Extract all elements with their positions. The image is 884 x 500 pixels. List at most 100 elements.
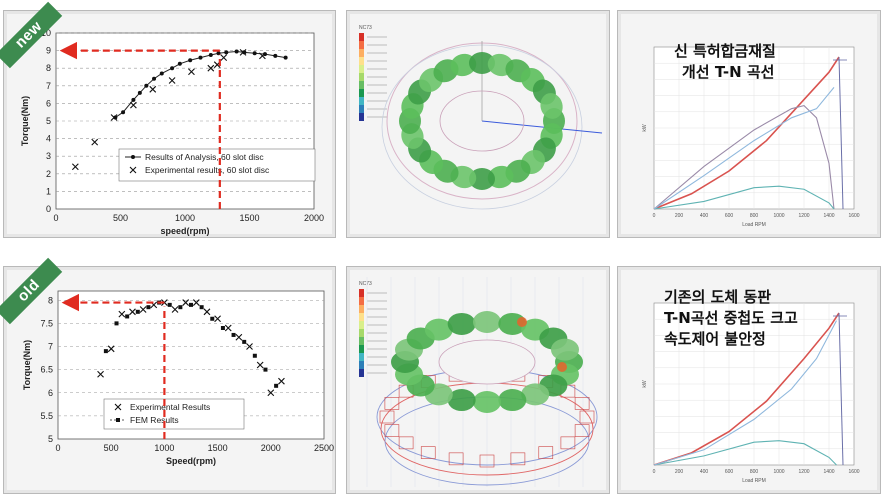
x-tick-label: 0 (653, 469, 656, 475)
legend-marker (114, 403, 122, 411)
data-point (198, 55, 203, 60)
y-axis-label: Torque(Nm) (22, 340, 32, 390)
y-tick-label: 1 (46, 186, 51, 196)
data-point (246, 343, 253, 350)
hot-spot (517, 317, 527, 327)
data-point (263, 367, 268, 372)
data-point (216, 51, 221, 56)
torque-speed-chart-new: 0 1 2 3 4 5 6 7 8 9 10 0 500 1000 1500 2000 speed(rpm) To… (20, 28, 324, 236)
y-tick-label: 5.5 (40, 411, 53, 421)
data-point (159, 71, 164, 76)
y-tick-label: 9 (46, 46, 51, 56)
x-tick-label: 500 (113, 213, 128, 223)
x-axis-label: Load RPM (742, 222, 766, 228)
legend-color-swatch (359, 33, 364, 41)
note-bottom-line-1: 기존의 도체 동판 (664, 288, 772, 306)
data-point (242, 339, 247, 344)
legend-marker (129, 166, 137, 174)
data-point (139, 306, 147, 313)
magnet-field-cluster (473, 391, 501, 413)
y-tick-label: 5 (48, 434, 53, 444)
x-tick-label: 0 (653, 213, 656, 219)
tn-series-line (653, 440, 837, 466)
data-point (203, 308, 211, 316)
data-point (234, 49, 239, 54)
coil-box (560, 436, 576, 450)
data-point (273, 53, 278, 58)
note-bottom-line-2: T-N곡선 중첩도 크고 (664, 309, 798, 327)
coil-box (420, 446, 436, 459)
panel-bottom-left: 5 5.5 6 6.5 7 7.5 8 0 500 1000 1500 2000 2500 Speed(r… (0, 257, 336, 494)
y-tick-label: 2 (46, 169, 51, 179)
y-tick-label: 0 (46, 204, 51, 214)
fem-view-new: NC73 (359, 25, 603, 210)
data-point (192, 299, 200, 306)
x-tick-label: 1600 (848, 213, 859, 219)
x-axis-label: speed(rpm) (160, 226, 209, 236)
legend-color-swatch (359, 337, 364, 345)
data-point (149, 85, 157, 93)
legend-color-swatch (359, 305, 364, 313)
legend-color-swatch (359, 105, 364, 113)
coil-box (379, 410, 395, 424)
legend-color-swatch (359, 361, 364, 369)
data-point (231, 332, 236, 337)
legend-color-swatch (359, 65, 364, 73)
x-tick-label: 600 (725, 213, 734, 219)
data-point (171, 306, 179, 313)
data-point (129, 308, 136, 316)
coil-box (479, 454, 495, 468)
x-tick-label: 1400 (823, 213, 834, 219)
legend-color-swatch (359, 297, 364, 305)
data-point (207, 64, 215, 72)
legend-color-swatch (359, 49, 364, 57)
panel-top-right: 0 200 400 600 800 1000 1200 1400 1600 Load RPM kW … (617, 10, 881, 238)
data-point (199, 305, 204, 310)
panel-top-left: 0 1 2 3 4 5 6 7 8 9 10 0 500 1000 1500 2000 speed(rpm) To… (0, 1, 336, 238)
data-point (177, 61, 182, 66)
magnet-field-cluster (447, 312, 476, 335)
coil-box (448, 452, 464, 466)
x-tick-label: 1600 (848, 469, 859, 475)
hot-spot (557, 362, 567, 372)
x-tick-label: 800 (750, 469, 759, 475)
legend-color-swatch (359, 321, 364, 329)
data-point (262, 52, 267, 57)
data-point (121, 110, 126, 115)
x-tick-label: 0 (53, 213, 58, 223)
data-point (71, 163, 79, 171)
tn-series-line (653, 320, 837, 466)
x-tick-label: 1000 (773, 469, 784, 475)
y-tick-label: 10 (41, 28, 51, 38)
data-point (107, 345, 115, 353)
note-top-line-1: 신 특허합금재질 (674, 42, 776, 60)
coil-box (384, 397, 400, 410)
x-tick-label: 500 (104, 443, 119, 453)
axis-line (481, 120, 603, 134)
y-tick-label: 7 (46, 81, 51, 91)
data-point (114, 321, 119, 326)
x-tick-label: 1200 (798, 469, 809, 475)
note-bottom-line-3: 속도제어 불안정 (664, 330, 766, 348)
legend-color-swatch (359, 345, 364, 353)
legend-color-swatch (359, 313, 364, 321)
y-tick-label: 4 (46, 134, 51, 144)
inner-ring (439, 90, 525, 152)
y-tick-label: 6.5 (40, 365, 53, 375)
tn-curve-chart-old: 0 200 400 600 800 1000 1200 1400 1600 Load RPM kW (642, 302, 860, 484)
data-point (118, 310, 126, 318)
x-tick-label: 1000 (175, 213, 195, 223)
data-point (189, 302, 193, 307)
x-tick-label: 400 (700, 213, 709, 219)
x-tick-label: 200 (675, 213, 684, 219)
drop-line (838, 56, 844, 210)
data-point (267, 389, 275, 397)
panel-top-middle: NC73 (346, 10, 610, 238)
magnet-field-cluster (550, 338, 579, 361)
data-point (283, 55, 288, 60)
legend-marker (131, 155, 135, 159)
magnet-field-cluster (521, 383, 550, 406)
y-axis-label: Torque(Nm) (20, 96, 30, 146)
note-top: 신 특허합금재질 개선 T-N 곡선 (674, 41, 776, 83)
legend-box (103, 398, 245, 430)
